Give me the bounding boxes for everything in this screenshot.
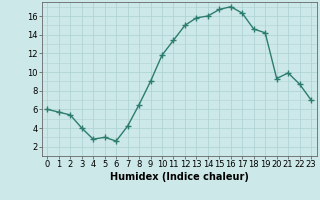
X-axis label: Humidex (Indice chaleur): Humidex (Indice chaleur) [110, 172, 249, 182]
